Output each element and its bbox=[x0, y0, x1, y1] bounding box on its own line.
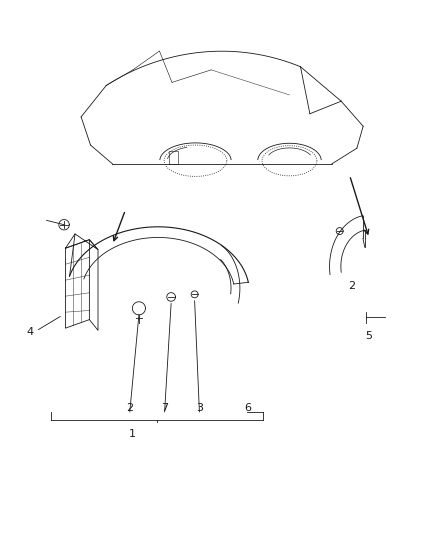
Text: 7: 7 bbox=[161, 403, 168, 413]
Text: 6: 6 bbox=[244, 403, 251, 413]
Text: 5: 5 bbox=[366, 331, 373, 341]
Text: 2: 2 bbox=[126, 403, 133, 413]
Text: 2: 2 bbox=[348, 281, 355, 291]
Text: 1: 1 bbox=[128, 429, 135, 439]
Text: 3: 3 bbox=[196, 403, 203, 413]
Text: 4: 4 bbox=[26, 327, 33, 337]
